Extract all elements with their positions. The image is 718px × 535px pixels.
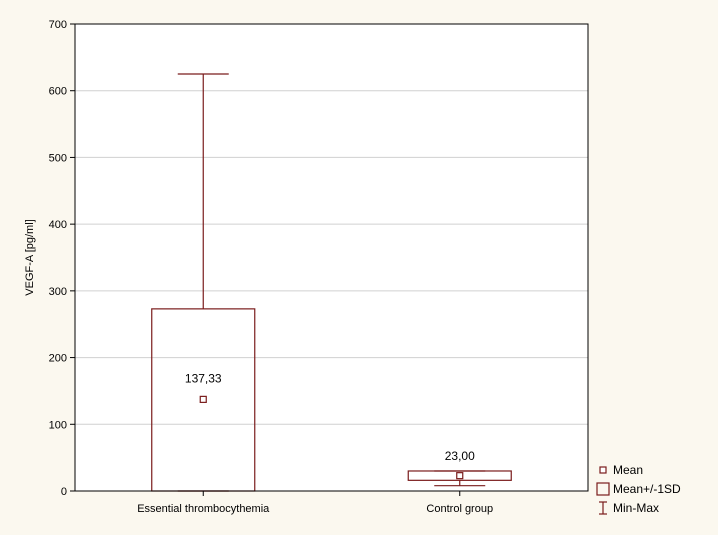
box-group: 23,00: [407, 449, 512, 487]
legend: Mean Mean+/-1SD Min-Max: [596, 463, 681, 515]
y-tick-label: 400: [49, 219, 67, 231]
plot-frame: [74, 23, 589, 492]
legend-label: Mean: [613, 463, 643, 477]
legend-label: Min-Max: [613, 501, 659, 515]
mean-marker: [456, 472, 464, 480]
mean-data-label: 137,33: [185, 371, 222, 385]
plot-background: [75, 24, 588, 491]
legend-label: Mean+/-1SD: [613, 482, 681, 496]
mean-data-label: 23,00: [445, 449, 475, 463]
mean-marker: [199, 395, 207, 403]
legend-item-mean: Mean: [599, 463, 643, 477]
y-axis-title: VEGF-A [pg/ml]: [24, 219, 36, 295]
y-tick-label: 600: [49, 86, 67, 98]
legend-box-symbol: [596, 482, 610, 496]
y-tick-label: 700: [49, 19, 67, 31]
y-tick-label: 200: [49, 353, 67, 365]
y-tick-label: 300: [49, 286, 67, 298]
y-tick-label: 0: [61, 486, 67, 498]
legend-item-whisker: Min-Max: [599, 501, 659, 515]
y-axis-ticks: 0 100 200 300 400 500 600 700: [49, 19, 75, 498]
sd-box: [407, 470, 512, 481]
legend-item-box: Mean+/-1SD: [596, 482, 681, 496]
y-tick-label: 100: [49, 419, 67, 431]
x-tick-label: Control group: [426, 503, 493, 515]
y-tick-label: 500: [49, 152, 67, 164]
x-tick-label: Essential thrombocythemia: [137, 503, 270, 515]
legend-mean-symbol: [599, 466, 607, 474]
x-axis-ticks: Essential thrombocythemia Control group: [137, 491, 493, 515]
grid-lines: [75, 90, 588, 425]
